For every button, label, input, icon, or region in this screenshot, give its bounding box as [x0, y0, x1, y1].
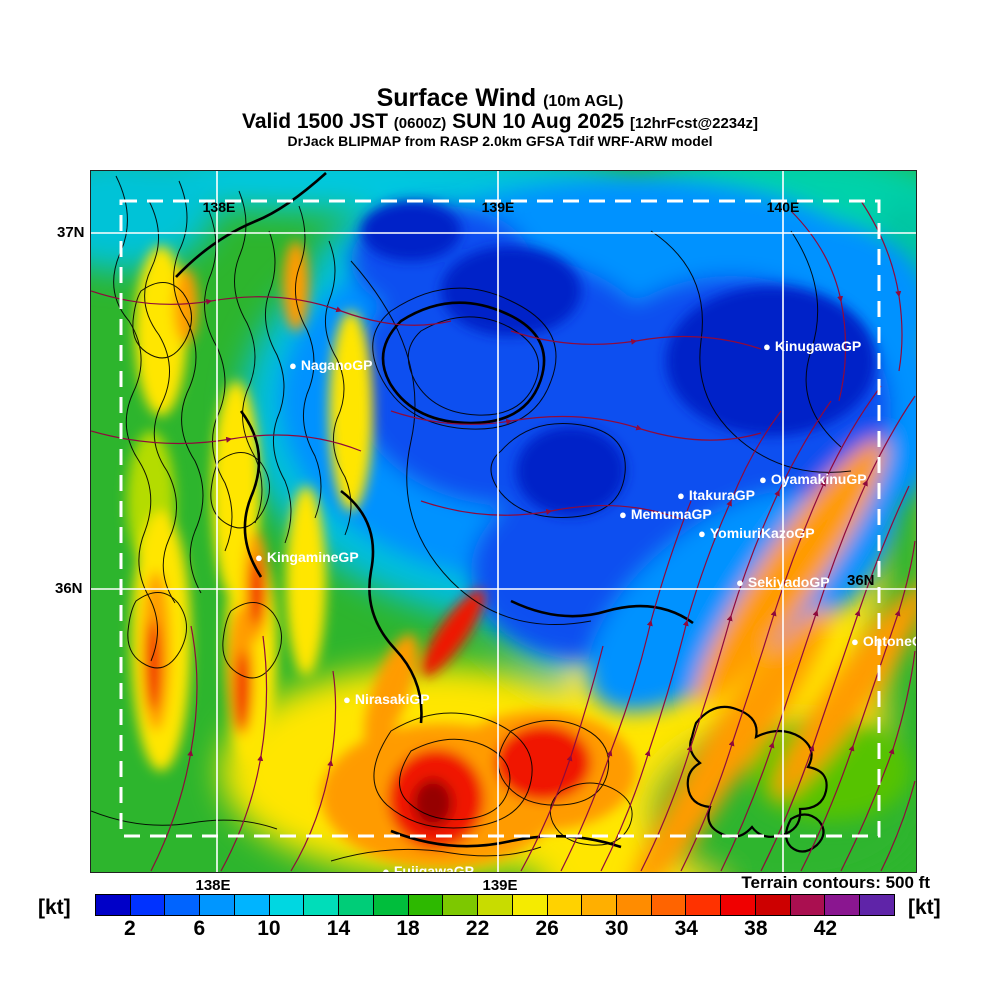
site-marker-dot: ● [736, 575, 744, 590]
legend-color-segment [233, 895, 269, 915]
lon-label-layer: 138E 139E 140E [91, 171, 916, 872]
legend-color-segment [303, 895, 339, 915]
legend-color-segment [338, 895, 373, 915]
forecast-tag: [12hrFcst@2234z] [629, 115, 758, 132]
lon-label-139E: 139E [481, 199, 515, 215]
legend-unit-right: [kt] [908, 896, 941, 919]
terrain-contours [91, 175, 852, 862]
legend-color-segment [650, 895, 686, 915]
legend-tick-2: 2 [123, 917, 136, 940]
site-name: OhtoneGP [862, 633, 916, 649]
lat-label-37N-left: 37N [57, 224, 85, 241]
legend-unit-left: [kt] [38, 896, 71, 919]
legend-color-segment [442, 895, 478, 915]
latlon-grid [91, 171, 916, 872]
site-label: ● NaganoGP [289, 356, 372, 375]
site-label: ● MemumaGP [619, 505, 712, 524]
site-name: ItakuraGP [688, 487, 755, 503]
site-name: NaganoGP [300, 357, 373, 373]
site-label: ● KingamineGP [255, 548, 359, 567]
site-label: ● OyamakinuGP [759, 470, 867, 489]
legend-color-segment [789, 895, 825, 915]
title-main: Surface Wind [376, 84, 537, 112]
lon-label-140E: 140E [766, 199, 800, 215]
legend-tick-34: 34 [674, 917, 698, 940]
site-name: YomiuriKazoGP [709, 525, 815, 541]
site-marker-dot: ● [677, 488, 685, 503]
legend-color-segment [546, 895, 582, 915]
legend-color-segment [824, 895, 860, 915]
legend-tick-18: 18 [396, 917, 420, 940]
legend-color-segment [96, 895, 130, 915]
lat-label-36n-right: 36N [847, 572, 875, 589]
legend-color-segment [616, 895, 651, 915]
legend-color-segment [859, 895, 894, 915]
site-marker-dot: ● [851, 634, 859, 649]
lat-label-36N-left: 36N [55, 580, 83, 597]
site-name: MemumaGP [630, 506, 712, 522]
site-marker-dot: ● [763, 339, 771, 354]
site-label: ● SekiyadoGP [736, 573, 830, 592]
bottom-lon-label-139E: 139E [482, 877, 518, 894]
site-marker-dot: ● [255, 550, 263, 565]
legend-colorbar [95, 894, 895, 916]
terrain-contours-note: Terrain contours: 500 ft [741, 873, 930, 892]
legend-color-segment [372, 895, 408, 915]
legend-color-segment [720, 895, 755, 915]
site-label: ●OhtoneGP [851, 632, 916, 651]
site-name: FujigawaGP [393, 863, 474, 873]
valid-prefix: Valid 1500 JST [242, 110, 388, 133]
site-layer: ● NaganoGP ● KinugawaGP ● OyamakinuGP ● Itakura… [91, 171, 916, 872]
site-label: ● ItakuraGP [677, 486, 755, 505]
site-marker-dot: ● [343, 692, 351, 707]
legend-color-segment [407, 895, 443, 915]
wind-map[interactable]: 138E 139E 140E ● NaganoGP ● KinugawaGP ● Oyamak… [90, 170, 917, 873]
site-marker-dot: ● [382, 864, 390, 873]
domain-boundary-box [119, 199, 881, 838]
map-title: Surface Wind (10m AGL) [0, 84, 1000, 113]
legend-tick-42: 42 [813, 917, 838, 940]
legend-tick-30: 30 [605, 917, 629, 940]
site-name: NirasakiGP [354, 691, 430, 707]
site-marker-dot: ● [619, 507, 627, 522]
bottom-lon-label-138E: 138E [195, 877, 231, 894]
legend-color-segment [511, 895, 547, 915]
site-name: OyamakinuGP [770, 471, 867, 487]
site-name: SekiyadoGP [747, 574, 830, 590]
legend-tick-22: 22 [465, 917, 490, 940]
legend-color-segment [581, 895, 617, 915]
site-label: ● YomiuriKazoGP [698, 524, 815, 543]
wind-streamlines [91, 200, 916, 872]
site-marker-dot: ● [698, 526, 706, 541]
valid-time-line: Valid 1500 JST (0600Z) SUN 10 Aug 2025 [… [0, 110, 1000, 134]
legend-tick-14: 14 [326, 917, 351, 940]
site-name: KingamineGP [266, 549, 359, 565]
legend-color-segment [685, 895, 721, 915]
valid-date: SUN 10 Aug 2025 [452, 110, 625, 133]
title-suffix: (10m AGL) [543, 93, 624, 110]
legend-color-segment [268, 895, 304, 915]
site-label: ● NirasakiGP [343, 690, 430, 709]
site-marker-dot: ● [759, 472, 767, 487]
legend-color-segment [164, 895, 200, 915]
site-marker-dot: ● [289, 358, 297, 373]
legend-tick-6: 6 [193, 917, 206, 940]
legend-color-segment [754, 895, 790, 915]
lon-label-138E: 138E [202, 199, 236, 215]
model-line: DrJack BLIPMAP from RASP 2.0km GFSA Tdif… [287, 133, 713, 149]
legend-tick-26: 26 [535, 917, 559, 940]
legend-tick-38: 38 [744, 917, 768, 940]
legend-tick-10: 10 [257, 917, 281, 940]
site-label: ● KinugawaGP [763, 337, 861, 356]
valid-utc: (0600Z) [393, 115, 447, 132]
legend-color-segment [477, 895, 512, 915]
site-label: ● FujigawaGP [382, 862, 474, 873]
site-name: KinugawaGP [774, 338, 862, 354]
legend-color-segment [129, 895, 165, 915]
legend-color-segment [199, 895, 234, 915]
wind-speed-field [91, 171, 916, 872]
wind-field-detail [127, 201, 876, 868]
